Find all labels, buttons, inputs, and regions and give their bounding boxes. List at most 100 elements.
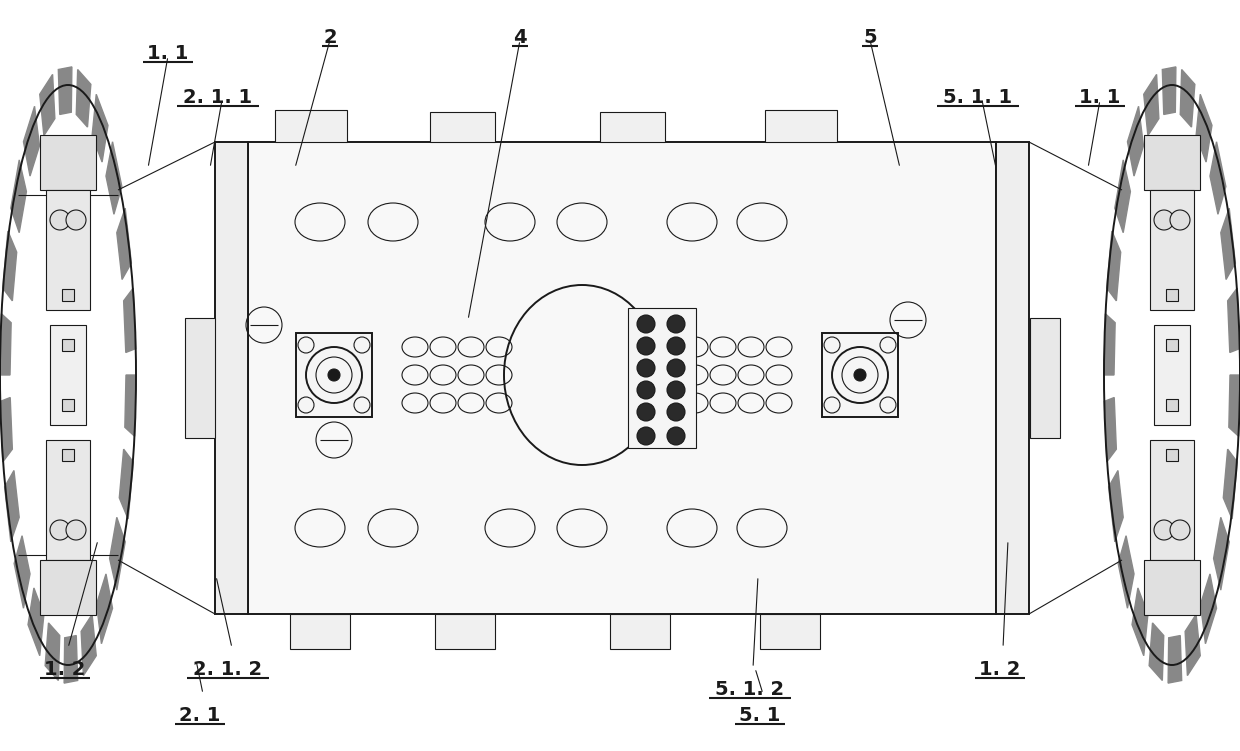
Bar — [1145, 560, 1200, 615]
Text: 5. 1. 2: 5. 1. 2 — [715, 680, 785, 699]
Polygon shape — [40, 74, 55, 136]
Text: 1. 2: 1. 2 — [45, 660, 86, 679]
Bar — [822, 333, 898, 417]
Circle shape — [1171, 520, 1190, 540]
Bar — [1166, 399, 1178, 411]
Bar — [185, 318, 215, 438]
Text: 2: 2 — [324, 28, 337, 47]
Bar — [1149, 190, 1194, 310]
Circle shape — [66, 210, 86, 230]
Polygon shape — [64, 635, 78, 683]
Polygon shape — [0, 314, 11, 375]
Text: 5: 5 — [863, 28, 877, 47]
Text: 5. 1: 5. 1 — [739, 706, 781, 725]
Polygon shape — [1180, 70, 1195, 127]
Bar — [765, 110, 837, 142]
Circle shape — [637, 359, 655, 377]
Polygon shape — [76, 70, 91, 127]
Text: 1. 2: 1. 2 — [980, 660, 1021, 679]
Bar — [1154, 325, 1190, 425]
Polygon shape — [81, 614, 97, 676]
Bar — [760, 614, 820, 649]
Polygon shape — [1228, 288, 1240, 352]
Bar — [46, 440, 91, 560]
Bar — [248, 142, 996, 614]
Polygon shape — [1214, 517, 1229, 590]
Polygon shape — [45, 623, 60, 680]
Polygon shape — [109, 517, 125, 590]
Bar — [1166, 289, 1178, 301]
Bar — [62, 399, 74, 411]
Bar — [996, 142, 1029, 614]
Text: 5. 1. 1: 5. 1. 1 — [944, 88, 1013, 107]
Bar — [1030, 318, 1060, 438]
Polygon shape — [1109, 471, 1123, 542]
Bar — [1166, 449, 1178, 461]
Circle shape — [637, 337, 655, 355]
Polygon shape — [1200, 574, 1216, 644]
Circle shape — [667, 359, 684, 377]
Bar — [290, 614, 350, 649]
Polygon shape — [1118, 535, 1135, 608]
Bar — [296, 333, 372, 417]
Polygon shape — [58, 67, 72, 114]
Polygon shape — [124, 288, 135, 352]
Circle shape — [50, 210, 69, 230]
Polygon shape — [92, 95, 108, 162]
Circle shape — [329, 369, 340, 381]
Circle shape — [637, 427, 655, 445]
Polygon shape — [1229, 375, 1240, 436]
Bar — [215, 142, 248, 614]
Polygon shape — [117, 208, 131, 279]
Polygon shape — [1210, 142, 1226, 214]
Bar — [1149, 440, 1194, 560]
Bar — [50, 325, 86, 425]
Polygon shape — [1168, 635, 1182, 683]
Circle shape — [667, 403, 684, 421]
Polygon shape — [105, 142, 122, 214]
Polygon shape — [1197, 95, 1211, 162]
Bar — [600, 112, 665, 142]
Polygon shape — [1132, 588, 1148, 656]
Circle shape — [637, 381, 655, 399]
Text: 1. 1: 1. 1 — [1079, 88, 1121, 107]
Circle shape — [1154, 210, 1174, 230]
Polygon shape — [1224, 449, 1238, 519]
Bar — [627, 308, 696, 448]
Polygon shape — [1162, 67, 1176, 114]
Polygon shape — [5, 471, 19, 542]
Bar — [62, 339, 74, 351]
Bar — [610, 614, 670, 649]
Text: 2. 1. 2: 2. 1. 2 — [193, 660, 263, 679]
Polygon shape — [1221, 208, 1235, 279]
Bar — [435, 614, 495, 649]
Bar — [40, 135, 95, 190]
Polygon shape — [29, 588, 43, 656]
Polygon shape — [2, 231, 16, 301]
Polygon shape — [14, 535, 30, 608]
Bar — [62, 289, 74, 301]
Circle shape — [854, 369, 866, 381]
Circle shape — [1171, 210, 1190, 230]
Polygon shape — [1149, 623, 1164, 680]
Circle shape — [667, 315, 684, 333]
Circle shape — [667, 337, 684, 355]
Polygon shape — [125, 375, 136, 436]
Bar — [275, 110, 347, 142]
Circle shape — [1154, 520, 1174, 540]
Polygon shape — [1107, 231, 1121, 301]
Bar — [1166, 339, 1178, 351]
Polygon shape — [1143, 74, 1159, 136]
Text: 2. 1. 1: 2. 1. 1 — [184, 88, 253, 107]
Circle shape — [637, 403, 655, 421]
Polygon shape — [119, 449, 133, 519]
Circle shape — [667, 381, 684, 399]
Polygon shape — [1104, 314, 1115, 375]
Bar — [62, 449, 74, 461]
Bar — [1145, 135, 1200, 190]
Polygon shape — [24, 107, 40, 176]
Text: 4: 4 — [513, 28, 527, 47]
Polygon shape — [1127, 107, 1143, 176]
Bar — [430, 112, 495, 142]
Circle shape — [50, 520, 69, 540]
